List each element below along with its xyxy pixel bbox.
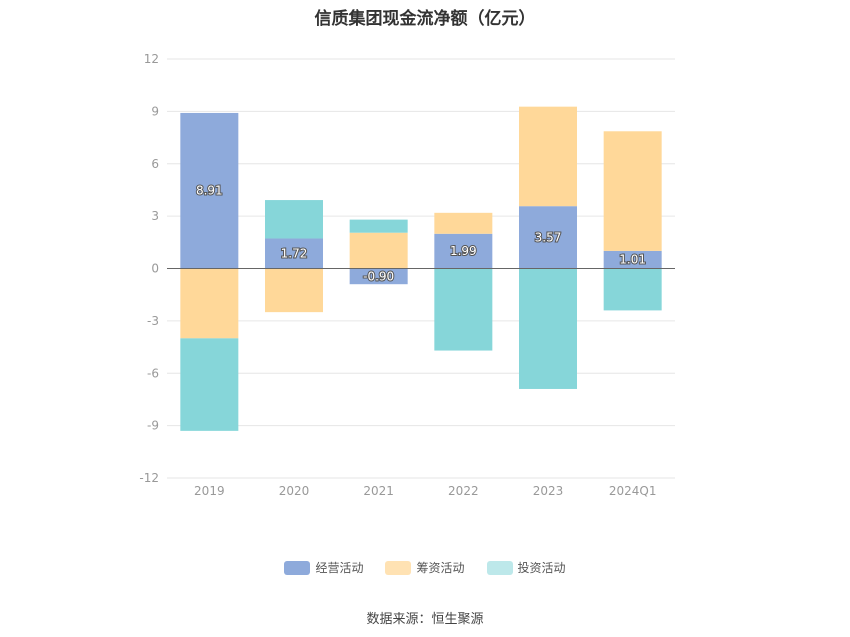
data-label: 1.72 bbox=[281, 246, 308, 260]
y-tick-label: -12 bbox=[139, 471, 159, 485]
x-tick-label: 2024Q1 bbox=[609, 484, 657, 498]
bar-segment bbox=[434, 212, 493, 234]
y-tick-label: 3 bbox=[151, 209, 159, 223]
legend-item[interactable]: 经营活动 bbox=[284, 559, 363, 576]
source-note: 数据来源：恒生聚源 bbox=[366, 612, 484, 627]
legend-item[interactable]: 筹资活动 bbox=[385, 559, 465, 576]
legend-swatch bbox=[385, 560, 412, 575]
data-labels: 8.91 1.72 -0.90 1.99 3.57 1.01 bbox=[195, 183, 647, 285]
bar-segment bbox=[434, 233, 493, 269]
legend-label: 筹资活动 bbox=[416, 561, 465, 575]
bar-segment bbox=[180, 112, 239, 269]
bar-segment bbox=[603, 250, 662, 269]
bar-segment bbox=[180, 268, 239, 339]
y-tick-label: 9 bbox=[151, 104, 159, 118]
data-label: 1.99 bbox=[450, 244, 477, 258]
legend-swatch bbox=[486, 560, 513, 575]
axis-labels: 12 9 6 3 0 -3 -6 -9 -12 2019 2020 2021 2022 2023 2024Q… bbox=[139, 52, 656, 498]
bar-segment bbox=[519, 268, 577, 389]
x-tick-label: 2022 bbox=[448, 484, 479, 498]
y-tick-label: 0 bbox=[151, 262, 159, 276]
bar-segment bbox=[349, 219, 408, 233]
legend-item[interactable]: 投资活动 bbox=[486, 559, 566, 576]
bar-segment bbox=[519, 106, 577, 207]
bar-segment bbox=[180, 338, 239, 431]
y-tick-label: 12 bbox=[144, 52, 159, 66]
bar-segment bbox=[349, 268, 408, 285]
x-tick-label: 2021 bbox=[363, 484, 394, 498]
legend: 经营活动 筹资活动 投资活动 bbox=[0, 559, 850, 576]
legend-label: 经营活动 bbox=[315, 561, 364, 575]
bar-segment bbox=[434, 268, 493, 351]
bars bbox=[180, 106, 662, 431]
legend-label: 投资活动 bbox=[517, 561, 566, 575]
data-label: 8.91 bbox=[196, 184, 223, 198]
data-label: -0.90 bbox=[363, 269, 394, 283]
bar-segment bbox=[603, 268, 662, 311]
bar-segment bbox=[265, 268, 323, 313]
y-tick-label: 6 bbox=[151, 157, 159, 171]
y-tick-label: -6 bbox=[147, 366, 159, 380]
bar-segment bbox=[519, 206, 577, 269]
data-label: 1.01 bbox=[619, 253, 646, 267]
x-tick-label: 2023 bbox=[533, 484, 564, 498]
data-label: 3.57 bbox=[535, 230, 562, 244]
bar-segment bbox=[265, 238, 323, 269]
y-tick-label: -9 bbox=[147, 419, 159, 433]
y-tick-label: -3 bbox=[147, 314, 159, 328]
legend-swatch bbox=[284, 560, 311, 575]
bar-segment bbox=[603, 131, 662, 251]
bar-segment bbox=[349, 232, 408, 269]
bar-segment bbox=[265, 200, 323, 239]
x-tick-label: 2020 bbox=[279, 484, 310, 498]
x-tick-label: 2019 bbox=[194, 484, 225, 498]
chart-title: 信质集团现金流净额（亿元） bbox=[314, 9, 536, 29]
